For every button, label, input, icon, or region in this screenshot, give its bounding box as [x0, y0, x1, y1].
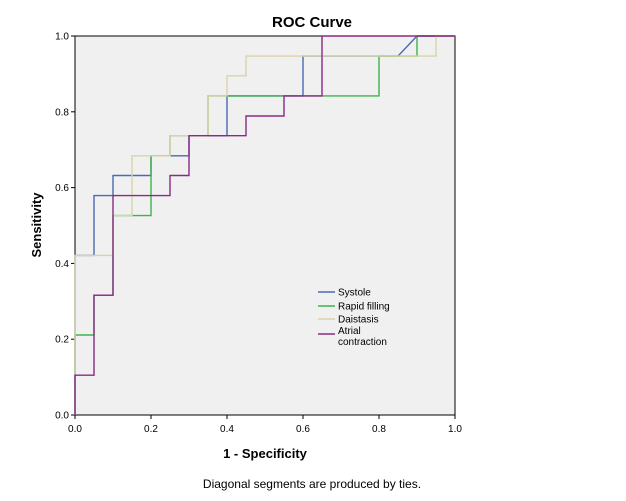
legend-label-rapid-filling: Rapid filling — [338, 302, 390, 313]
x-tick-label: 1.0 — [448, 424, 462, 435]
y-tick-label: 1.0 — [55, 32, 69, 43]
plot-area — [74, 35, 456, 416]
y-tick-label: 0.2 — [55, 335, 69, 346]
y-axis: 0.0 0.2 0.4 0.6 0.8 1.0 — [55, 32, 75, 422]
legend-label-systole: Systole — [338, 288, 371, 299]
x-tick-label: 0.8 — [372, 424, 386, 435]
legend-label-line: contraction — [338, 337, 387, 348]
x-tick-label: 0.6 — [296, 424, 310, 435]
legend-label-daistasis: Daistasis — [338, 315, 379, 326]
x-tick-label: 0.4 — [220, 424, 234, 435]
x-tick-label: 0.0 — [68, 424, 82, 435]
y-tick-label: 0.4 — [55, 259, 69, 270]
legend-label-line: Atrial — [338, 326, 361, 337]
y-axis-label: Sensitivity — [29, 192, 44, 258]
series-layer — [74, 35, 455, 415]
legend-label-atrial-contraction: Atrial contraction — [338, 326, 387, 348]
y-tick-label: 0.6 — [55, 183, 69, 194]
series-line-atrial-contraction — [74, 35, 455, 415]
x-axis: 0.0 0.2 0.4 0.6 0.8 1.0 — [68, 415, 462, 435]
chart-title: ROC Curve — [272, 14, 352, 31]
footnote: Diagonal segments are produced by ties. — [203, 477, 421, 491]
y-tick-label: 0.0 — [55, 411, 69, 422]
y-tick-label: 0.8 — [55, 107, 69, 118]
x-tick-label: 0.2 — [144, 424, 158, 435]
x-axis-label: 1 - Specificity — [223, 446, 308, 461]
